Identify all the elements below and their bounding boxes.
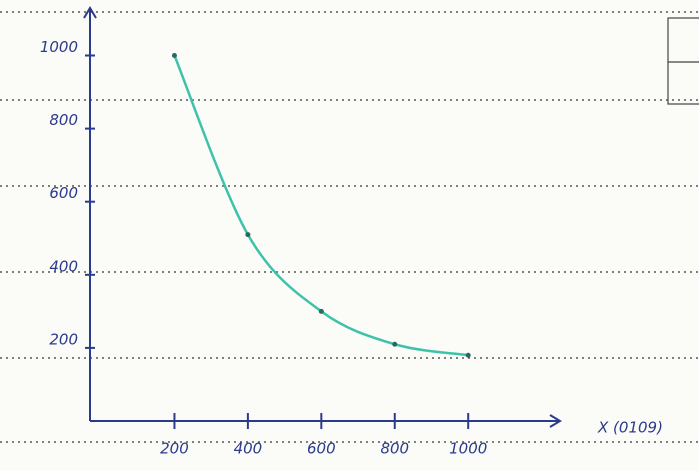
x-tick-label: 800 [380,440,409,458]
x-axis-arrow [549,414,562,428]
x-tick-label: 400 [234,440,263,458]
margin-box [667,17,699,105]
point [318,308,324,314]
point [171,53,177,59]
y-axis-arrow [83,6,97,19]
y-tick-label: 800 [49,111,78,129]
point [245,232,251,238]
x-tick-label: 1000 [449,440,487,458]
y-tick-label: 600 [49,184,78,202]
x-tick-label: 200 [160,440,189,458]
y-tick-label: 400 [49,257,78,275]
curve [173,55,469,357]
y-tick-label: 200 [49,330,78,348]
x-axis-label: X (0109) [597,419,663,437]
point [392,341,398,347]
point [465,352,471,358]
x-tick-label: 600 [307,440,336,458]
paper-rules [0,11,699,443]
y-tick-label: 1000 [40,38,78,56]
